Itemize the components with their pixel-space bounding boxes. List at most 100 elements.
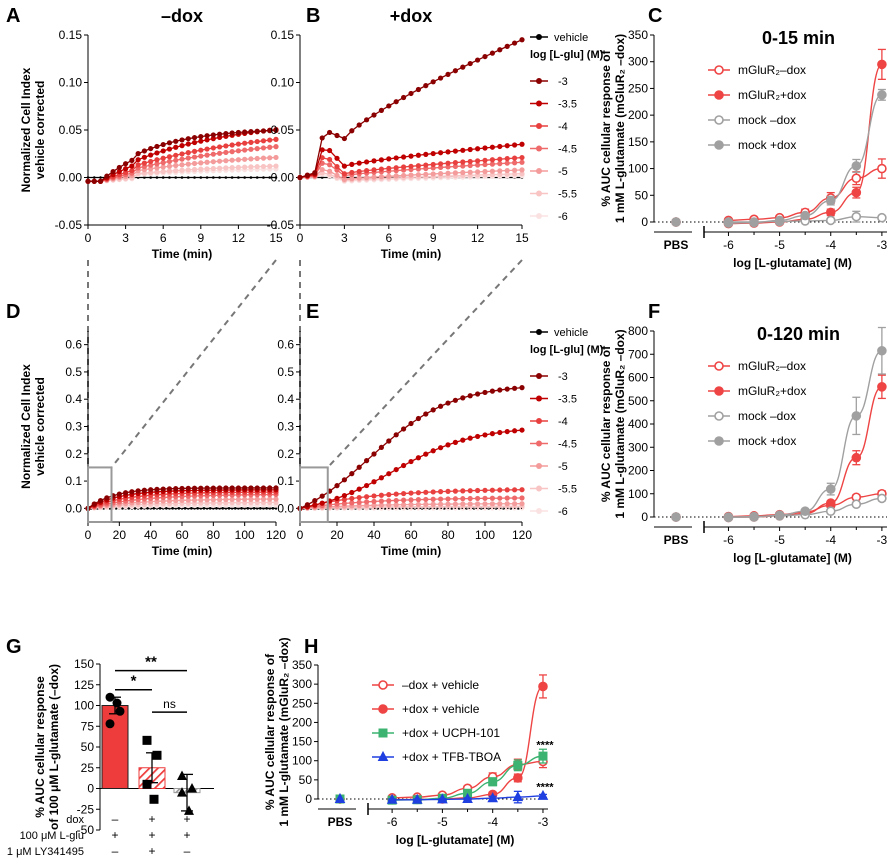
y-tick-label: 150 [74,657,94,671]
condition-value: – [112,812,119,826]
series-point [242,147,248,153]
legend-marker [378,728,388,738]
data-point [723,512,734,523]
y-tick-label: 0.05 [59,123,83,137]
series-point [467,146,473,153]
series-point [252,507,256,510]
series-point [254,155,260,162]
series-point [173,157,179,163]
data-point [877,90,887,100]
series-point [415,497,421,503]
series-point [179,151,185,157]
y-tick-label: 0.1 [277,474,294,488]
series-point [199,176,203,179]
series-point [511,142,518,148]
series-point [85,178,91,184]
x-tick-label: 0 [297,231,304,245]
series-point [116,164,122,171]
y-tick-label: 0.05 [271,123,295,137]
series-point [116,491,122,497]
series-point [334,172,340,178]
series-point [356,486,362,492]
y-tick-label: 0.00 [271,171,295,185]
series-point [504,156,510,162]
condition-value: + [148,828,155,842]
series-point [504,167,510,174]
data-point [774,215,785,226]
data-point [825,215,836,226]
panel-E: 0.0 0.1 0.2 0.3 0.4 0.5 0.6 0 20 40 60 80 100 120 Time… [277,331,532,558]
series-point [371,451,377,457]
series-point [378,166,384,172]
series-point [401,164,407,170]
series-point [334,167,340,173]
series-point [198,133,204,140]
y-tick-label: 0.2 [277,447,294,461]
series-point [519,385,525,391]
series-point [415,490,421,496]
data-point [487,792,499,803]
series-point [504,487,510,493]
concentration-legend: vehicle log [L-glu] (M) -3 -3.5 -4 -4.5 -5 -5.5… [530,32,604,223]
legend-marker [377,750,389,761]
x-tick-label: -3 [877,238,888,252]
y-tick-label: 50 [635,188,649,202]
series-point [504,428,510,435]
series-point [475,162,481,168]
series-point [210,497,216,503]
legend-marker [536,34,542,40]
legend-marker [714,386,724,396]
series-point [235,148,241,154]
legend-marker [536,418,542,424]
series-point [497,47,503,53]
data-point [187,783,197,793]
series-point [452,439,458,445]
series-point [423,451,429,457]
series-point [267,163,273,169]
series-point [143,176,146,179]
series-point [141,487,147,493]
series-point [460,395,466,401]
series-point [475,495,481,502]
series-point [415,455,421,461]
series-point [415,152,421,158]
pbs-point [334,792,346,803]
series-point [97,178,104,184]
series-point [204,166,210,172]
series-point [364,499,370,505]
y-tick-label: 300 [292,677,312,691]
x-tick-label: -6 [723,238,734,252]
series-point [223,143,229,149]
condition-label: dox [66,814,84,826]
series-point [255,176,259,179]
series-line--3.5 [299,429,523,509]
data-point [488,777,498,787]
series-point [482,389,488,396]
x-axis-label: log [L-glutamate] (M) [396,833,515,847]
series-point [356,168,362,175]
x-axis-label: Time (min) [152,247,212,261]
series-point [148,152,154,158]
series-point [160,160,166,166]
series-point [271,507,275,510]
x-tick-label: 60 [175,528,189,542]
y-tick-label: 0.0 [65,501,82,515]
y-tick-label: 0 [87,782,94,796]
legend-marker [536,123,542,129]
x-tick-label: 12 [471,231,485,245]
series-point [273,127,279,133]
series-point [408,153,414,159]
series-point [242,140,248,146]
series-point [445,149,451,155]
series-point [467,158,473,165]
legend-marker [536,440,542,447]
x-tick-label: 0 [85,528,92,542]
series-point [319,147,325,153]
series-point [460,147,466,153]
series-point [393,491,399,497]
series-point [217,496,223,503]
legend-label: -3 [558,76,568,88]
series-point [154,165,160,171]
series-point [223,158,229,164]
data-point [149,794,159,804]
